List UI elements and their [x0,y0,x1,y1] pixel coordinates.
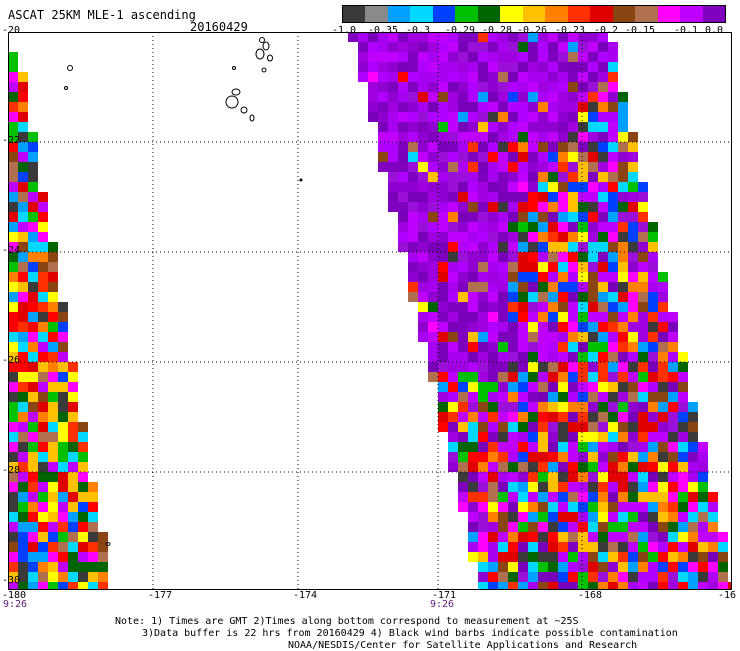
colorbar-label: -0.35 [367,25,399,36]
lat-tick-label: -22 [2,135,21,146]
colorbar-label: -0.1 [673,25,699,36]
footnote-line-3: NOAA/NESDIS/Center for Satellite Applica… [288,640,638,651]
lon-tick-label: -171 [432,590,457,601]
colorbar-label: 0.0 [704,25,724,36]
colorbar-swatch [365,6,388,22]
colorbar-swatch [567,6,591,22]
colorbar-swatch [387,6,411,22]
colorbar-swatch [657,6,681,22]
swath-cells [8,32,732,590]
lon-tick-label: -168 [578,590,603,601]
lat-tick-label: -20 [2,25,21,36]
colorbar-label: -1.0 [331,25,357,36]
swath-map [8,32,732,590]
colorbar-label: -0.29 [444,25,476,36]
colorbar-swatch [343,6,366,22]
colorbar-label: -0.23 [554,25,586,36]
footnote-line-1: Note: 1) Times are GMT 2)Times along bot… [115,616,579,627]
colorbar-label: -0.3 [405,25,431,36]
colorbar-swatch [635,6,658,22]
colorbar-swatch [500,6,523,22]
lon-tick-label: -180 [2,590,27,601]
colorbar-label: -0.26 [516,25,548,36]
lon-tick-label: -177 [148,590,173,601]
lat-tick-label: -28 [2,465,21,476]
map-frame [8,32,732,590]
colorbar-swatch [545,6,568,22]
coastline-outlines [64,37,273,546]
colorbar-swatch [522,6,546,22]
colorbar-swatch [590,6,613,22]
colorbar-swatch [477,6,501,22]
lat-tick-label: -26 [2,355,21,366]
colorbar-swatch [410,6,433,22]
colorbar-label: -0.2 [593,25,619,36]
colorbar-swatch [612,6,636,22]
colorbar-swatch [680,6,703,22]
lon-tick-label: -16 [718,590,737,601]
footnote-line-2: 3)Data buffer is 22 hrs from 20160429 4)… [142,628,678,639]
colorbar-swatch [455,6,478,22]
lat-tick-label: -30 [2,575,21,586]
colorbar-label: -0.15 [624,25,656,36]
lon-tick-label: -174 [293,590,318,601]
colorbar-label: -0.28 [481,25,513,36]
colorbar-swatch [702,6,725,22]
island-dot [299,178,303,182]
lat-tick-label: -24 [2,245,21,256]
colorbar-swatch [432,6,456,22]
time-label-left: 9:26 [3,599,28,610]
map-date: 20160429 [190,20,248,34]
time-label-center: 9:26 [430,599,455,610]
colorbar [342,5,726,23]
map-grid [8,32,732,590]
map-title: ASCAT 25KM MLE-1 ascending [8,8,196,22]
